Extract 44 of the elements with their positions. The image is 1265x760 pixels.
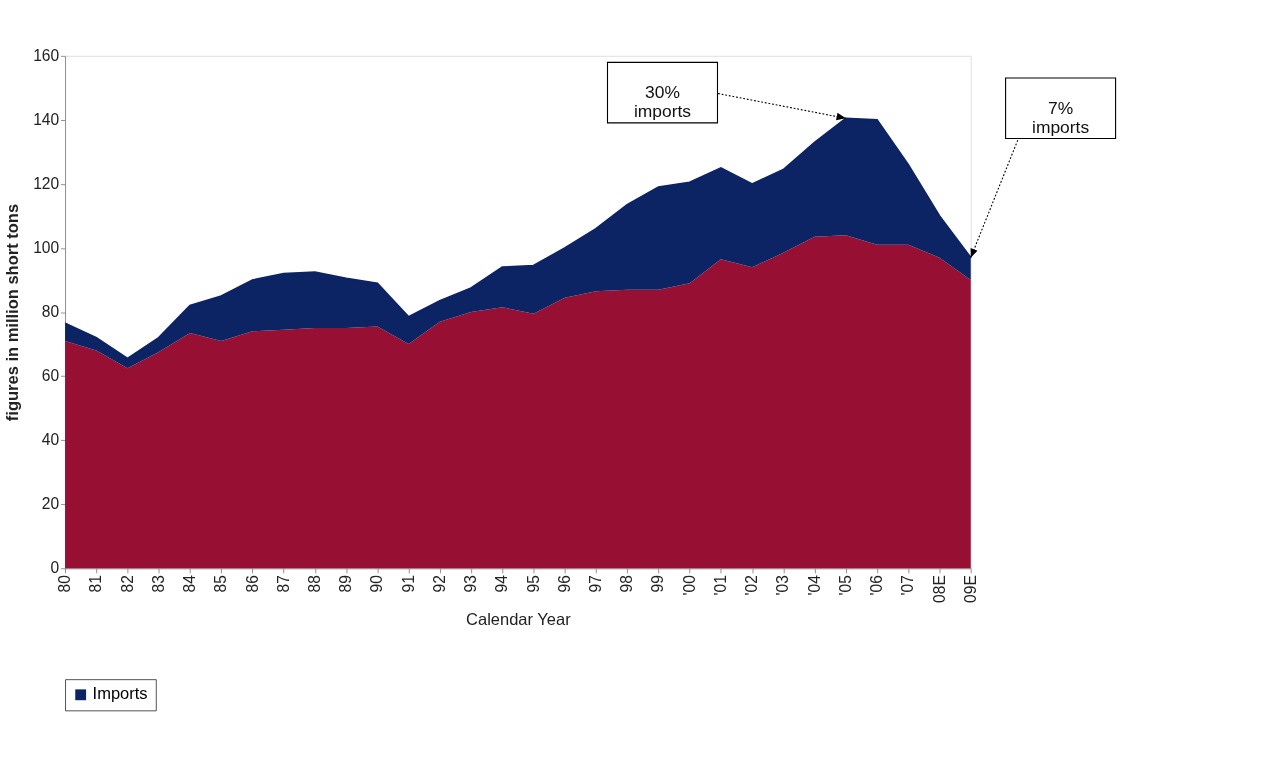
x-axis-title: Calendar Year [466,609,572,628]
x-tick-label: 97 [587,575,605,593]
x-tick-label: 99 [649,575,667,593]
x-tick-label: '06 [868,575,886,596]
x-tick-label: '03 [774,575,792,596]
x-tick-label: 83 [149,575,167,593]
y-tick-label: 120 [33,175,60,193]
y-tick-label: 40 [41,431,60,449]
x-tick-label: 09E [961,575,979,603]
legend-label: Imports [92,684,148,703]
x-tick-label: 93 [462,575,480,593]
annotation: 30% imports [633,82,692,122]
x-tick-label: 81 [87,575,105,593]
x-tick-label: 87 [274,575,292,593]
x-tick-label: 08E [930,575,948,603]
x-tick-label: 85 [212,574,230,593]
y-tick-label: 60 [41,367,60,385]
x-tick-label: 96 [555,575,573,593]
y-tick-label: 80 [41,303,60,321]
y-tick-label: 0 [50,559,60,577]
x-tick-label: 94 [493,574,511,593]
x-tick-label: 91 [399,575,417,593]
x-tick-label: 95 [524,574,542,593]
y-tick-label: 140 [33,110,60,128]
y-tick-label: 160 [33,46,60,64]
x-tick-label: 80 [56,574,74,593]
x-tick-label: 82 [118,575,136,593]
x-tick-label: '00 [680,574,698,596]
y-tick-label: 100 [33,239,60,257]
x-tick-label: 89 [337,575,355,593]
x-tick-label: 88 [305,575,323,593]
y-axis-title: figures in million short tons [3,203,22,422]
y-tick-label: 20 [41,495,60,513]
x-tick-label: 84 [181,574,199,593]
x-tick-label: '05 [836,574,854,596]
x-tick-label: '04 [805,574,823,596]
x-tick-label: 86 [243,575,261,593]
x-tick-label: '07 [899,575,917,596]
x-tick-label: '01 [711,575,729,596]
x-tick-label: 90 [368,574,386,593]
x-tick-label: '02 [743,575,761,596]
annotation: 7% imports [1032,97,1090,137]
x-tick-label: 98 [618,575,636,593]
x-tick-label: 92 [430,575,448,593]
